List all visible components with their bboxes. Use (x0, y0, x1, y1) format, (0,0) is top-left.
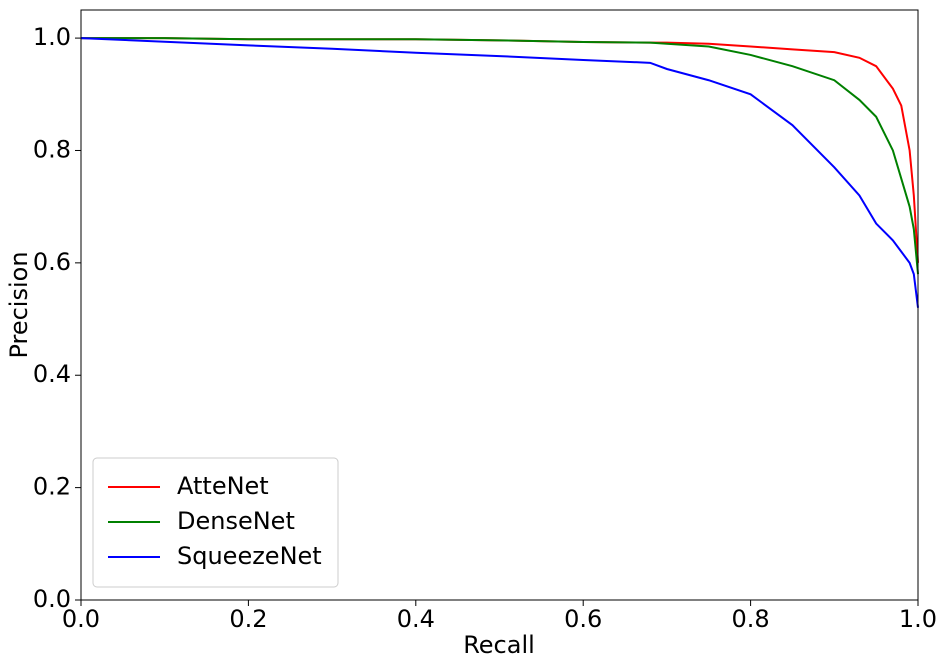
line (80, 37, 919, 308)
y-tick-label: 0.0 (33, 585, 71, 613)
legend-label: AtteNet (177, 472, 269, 500)
line (81, 37, 919, 263)
y-tick-label: 0.2 (33, 473, 71, 501)
x-axis-label: Recall (463, 631, 535, 659)
y-tick-label: 1.0 (33, 23, 71, 51)
x-tick-label: 0.0 (62, 605, 100, 633)
legend-label: SqueezeNet (177, 542, 322, 570)
y-tick-label: 0.6 (33, 248, 71, 276)
x-tick-label: 0.4 (397, 605, 435, 633)
y-tick-label: 0.4 (33, 360, 71, 388)
line (81, 37, 919, 275)
x-tick-label: 1.0 (899, 605, 937, 633)
x-tick-label: 0.6 (564, 605, 602, 633)
x-tick-label: 0.8 (732, 605, 770, 633)
legend-box (92, 457, 339, 588)
y-axis-label: Precision (5, 251, 33, 358)
plot-frame (80, 9, 919, 601)
y-tick-label: 0.8 (33, 135, 71, 163)
x-tick-label: 0.2 (229, 605, 267, 633)
legend-label: DenseNet (177, 507, 295, 535)
